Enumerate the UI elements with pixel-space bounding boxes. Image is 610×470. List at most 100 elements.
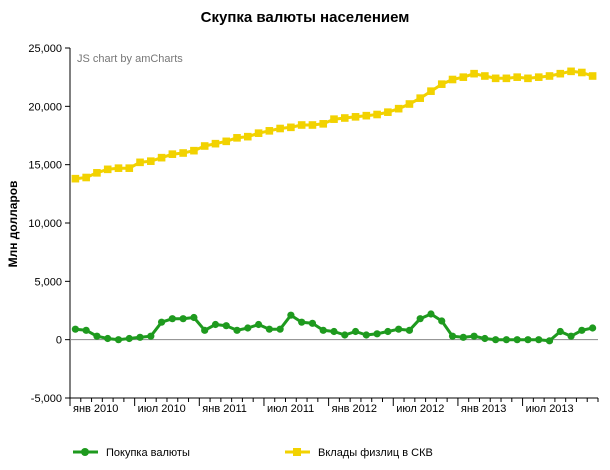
y-tick-label: 0 xyxy=(56,335,62,347)
data-point xyxy=(448,75,457,84)
data-point xyxy=(147,332,155,340)
data-point xyxy=(513,336,521,344)
data-point xyxy=(190,146,198,155)
data-point xyxy=(287,123,295,132)
data-point xyxy=(438,317,446,325)
x-tick-label: янв 2011 xyxy=(202,403,247,415)
y-tick-label: 20,000 xyxy=(28,101,62,113)
data-point xyxy=(470,69,478,78)
data-point xyxy=(556,69,565,78)
data-point xyxy=(567,67,575,76)
data-point xyxy=(362,331,370,339)
data-point xyxy=(157,153,166,162)
data-point xyxy=(93,332,101,340)
legend-item-deposits[interactable]: Вклады физлиц в СКВ xyxy=(285,447,433,459)
data-point xyxy=(405,100,414,108)
data-point xyxy=(437,80,446,88)
data-point xyxy=(567,332,575,340)
data-point xyxy=(71,174,80,183)
y-tick-label: 10,000 xyxy=(28,218,62,230)
data-point xyxy=(125,334,133,343)
data-point xyxy=(405,326,414,334)
y-ticks: -5,000 0 5,000 10,000 15,000 20,000 25,000 xyxy=(28,43,70,405)
data-point xyxy=(222,322,230,330)
data-point xyxy=(384,327,392,336)
data-point xyxy=(394,104,403,113)
data-point xyxy=(147,157,155,165)
data-point xyxy=(459,73,468,81)
data-point xyxy=(136,333,144,341)
data-point xyxy=(427,310,435,318)
data-point xyxy=(114,336,123,344)
data-point xyxy=(233,134,241,142)
data-point xyxy=(93,169,101,177)
data-point xyxy=(276,325,284,333)
data-point xyxy=(82,173,90,182)
data-point xyxy=(114,164,123,172)
data-point xyxy=(243,132,252,141)
data-point xyxy=(384,108,392,116)
data-point xyxy=(545,72,554,80)
data-point xyxy=(168,150,177,158)
data-point xyxy=(244,324,252,332)
data-point xyxy=(545,337,554,345)
data-point xyxy=(351,327,360,336)
data-point xyxy=(373,110,381,119)
data-point xyxy=(179,315,187,323)
data-point xyxy=(351,113,360,121)
data-point xyxy=(427,87,435,95)
data-point xyxy=(190,313,198,322)
data-point xyxy=(233,326,241,334)
data-point xyxy=(481,334,489,343)
data-point xyxy=(168,315,176,323)
data-point xyxy=(200,142,209,150)
data-point xyxy=(308,121,317,129)
data-point xyxy=(395,325,403,333)
y-tick-label: 5,000 xyxy=(34,276,62,288)
data-point xyxy=(319,326,327,334)
x-tick-label: июл 2011 xyxy=(267,403,314,415)
data-point xyxy=(340,114,349,122)
data-point xyxy=(534,73,543,81)
data-point xyxy=(222,137,231,146)
series-deposits xyxy=(71,67,597,183)
x-tick-label: янв 2010 xyxy=(73,403,118,415)
data-point xyxy=(330,115,338,123)
data-point xyxy=(319,120,328,128)
data-point xyxy=(211,320,220,329)
data-point xyxy=(71,325,79,333)
data-point xyxy=(491,74,500,83)
data-point xyxy=(470,332,478,340)
data-point xyxy=(416,94,425,102)
data-point xyxy=(448,332,457,340)
data-point xyxy=(373,330,381,338)
data-point xyxy=(416,315,424,323)
data-point xyxy=(459,333,467,341)
data-point xyxy=(125,164,134,172)
data-point xyxy=(265,127,274,135)
data-point xyxy=(556,327,564,336)
data-point xyxy=(308,319,317,327)
series-layer xyxy=(71,67,597,345)
data-point xyxy=(502,74,511,83)
legend-purchase-marker xyxy=(81,448,89,456)
x-tick-label: июл 2012 xyxy=(396,403,444,415)
data-point xyxy=(362,111,371,120)
x-tick-label: янв 2012 xyxy=(332,403,377,415)
data-point xyxy=(104,334,112,343)
x-ticks: янв 2010 июл 2010 янв 2011 июл 2011 янв 2012… xyxy=(69,398,599,415)
data-point xyxy=(254,320,263,329)
y-tick-label: -5,000 xyxy=(31,393,62,405)
data-point xyxy=(502,336,511,344)
legend-item-purchase[interactable]: Покупка валюты xyxy=(73,447,190,459)
data-point xyxy=(179,149,187,157)
data-point xyxy=(82,326,90,334)
data-point xyxy=(578,326,586,334)
legend-purchase-label: Покупка валюты xyxy=(106,447,190,459)
data-point xyxy=(589,324,597,332)
data-point xyxy=(287,311,295,319)
data-point xyxy=(578,68,586,77)
legend: Покупка валюты Вклады физлиц в СКВ xyxy=(73,447,433,459)
data-point xyxy=(535,336,543,344)
